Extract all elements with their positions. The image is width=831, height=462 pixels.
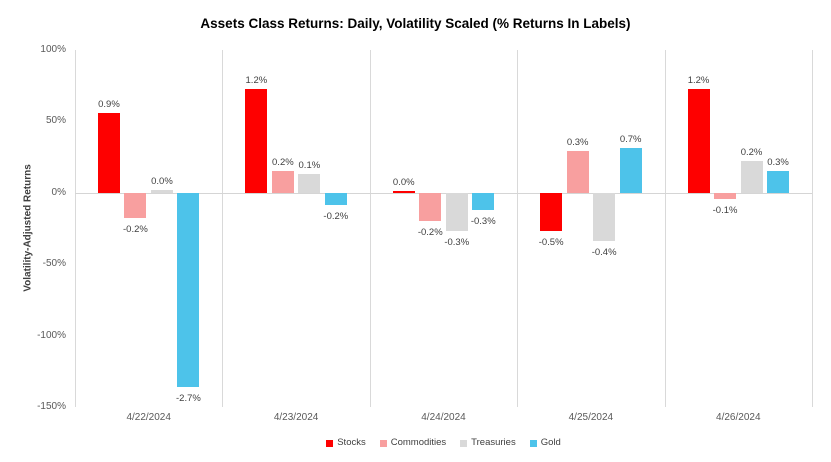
bar-label-gold-4/24/2024: -0.3%	[470, 215, 496, 227]
y-tick-label: 100%	[40, 44, 66, 55]
bar-treasuries-4/23/2024	[298, 174, 321, 193]
bar-treasuries-4/25/2024	[593, 192, 616, 242]
bar-gold-4/23/2024	[324, 192, 347, 205]
bar-label-gold-4/26/2024: 0.3%	[767, 157, 789, 169]
bar-treasuries-4/24/2024	[445, 192, 468, 232]
y-tick-label: 0%	[51, 186, 66, 198]
bar-commodities-4/22/2024	[124, 192, 147, 218]
bar-gold-4/24/2024	[472, 192, 495, 210]
legend-item-commodities: Commodities	[379, 437, 447, 448]
legend-label-commodities: Commodities	[390, 437, 447, 448]
bar-label-gold-4/22/2024: -2.7%	[176, 393, 201, 404]
legend: Stocks Commodities Treasuries Gold	[75, 438, 812, 448]
category-separator-line	[369, 50, 371, 407]
bar-label-commodities-4/26/2024: -0.1%	[712, 204, 738, 216]
y-tick-label: 50%	[45, 115, 66, 127]
bar-gold-4/25/2024	[619, 147, 642, 193]
bar-label-stocks-4/24/2024: 0.0%	[392, 176, 415, 188]
zero-gridline	[75, 193, 812, 194]
bar-label-treasuries-4/23/2024: 0.1%	[298, 160, 321, 172]
x-tick-label: 4/24/2024	[421, 412, 466, 423]
bar-label-treasuries-4/24/2024: -0.3%	[444, 237, 470, 249]
bar-label-commodities-4/24/2024: -0.2%	[417, 227, 443, 239]
y-axis-line	[75, 50, 76, 407]
y-tick-label: -100%	[37, 329, 66, 341]
bar-label-gold-4/23/2024: -0.2%	[323, 210, 349, 222]
category-separator-line	[812, 50, 813, 407]
x-tick-label: 4/23/2024	[273, 412, 319, 423]
category-separator-line	[222, 50, 224, 407]
bar-commodities-4/24/2024	[419, 192, 442, 222]
x-tick-label: 4/26/2024	[716, 412, 761, 423]
legend-item-gold: Gold	[529, 437, 561, 448]
x-tick-label: 4/25/2024	[568, 412, 614, 423]
legend-label-gold: Gold	[540, 437, 561, 448]
legend-swatch-gold-icon	[529, 439, 537, 447]
y-tick-label: -150%	[37, 401, 66, 412]
bar-treasuries-4/26/2024	[740, 161, 763, 193]
bar-stocks-4/25/2024	[540, 192, 563, 232]
bar-stocks-4/23/2024	[245, 88, 268, 193]
bar-label-treasuries-4/25/2024: -0.4%	[591, 247, 617, 259]
bar-stocks-4/22/2024	[97, 112, 120, 193]
bar-label-commodities-4/23/2024: 0.2%	[272, 157, 294, 169]
bar-treasuries-4/22/2024	[150, 189, 173, 193]
legend-swatch-stocks-icon	[326, 439, 334, 447]
bar-label-stocks-4/25/2024: -0.5%	[538, 237, 564, 249]
x-tick-label: 4/22/2024	[126, 412, 171, 423]
bar-label-commodities-4/25/2024: 0.3%	[566, 137, 589, 149]
legend-label-treasuries: Treasuries	[471, 437, 516, 448]
bar-label-commodities-4/22/2024: -0.2%	[123, 223, 148, 235]
bar-label-stocks-4/23/2024: 1.2%	[245, 74, 268, 86]
bar-commodities-4/23/2024	[271, 171, 294, 193]
bar-gold-4/26/2024	[767, 171, 790, 193]
bar-stocks-4/24/2024	[392, 190, 415, 193]
category-separator-line	[517, 50, 519, 407]
legend-item-treasuries: Treasuries	[460, 438, 516, 448]
bar-gold-4/22/2024	[177, 192, 200, 387]
bar-label-stocks-4/22/2024: 0.9%	[98, 98, 120, 110]
y-tick-label: -50%	[42, 258, 66, 270]
legend-swatch-commodities-icon	[379, 439, 387, 447]
bar-commodities-4/25/2024	[566, 151, 589, 193]
y-axis-title: Volatility-Adjusted Returns	[22, 164, 34, 292]
bar-label-treasuries-4/26/2024: 0.2%	[740, 147, 763, 159]
legend-swatch-treasuries-icon	[460, 439, 468, 447]
category-separator-line	[664, 50, 666, 407]
legend-item-stocks: Stocks	[326, 438, 366, 448]
bar-stocks-4/26/2024	[687, 88, 710, 193]
legend-label-stocks: Stocks	[337, 437, 366, 448]
bar-commodities-4/26/2024	[714, 192, 737, 199]
chart-title: Assets Class Returns: Daily, Volatility …	[200, 16, 631, 31]
bar-label-stocks-4/26/2024: 1.2%	[687, 74, 710, 86]
bar-label-treasuries-4/22/2024: 0.0%	[151, 175, 173, 187]
bar-label-gold-4/25/2024: 0.7%	[619, 133, 642, 145]
